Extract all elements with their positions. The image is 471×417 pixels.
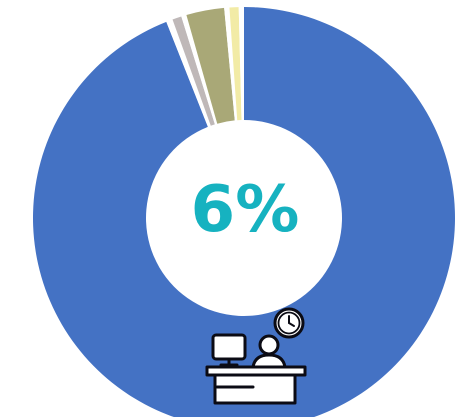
donut-slices: [33, 7, 455, 417]
donut-slice-6: [229, 7, 242, 121]
donut-slice-2: [172, 16, 215, 126]
donut-slice-7: [238, 7, 244, 121]
office-worker-desk-clock-icon: [205, 307, 307, 405]
donut-slice-1: [166, 19, 211, 127]
center-percentage-label: 6%: [190, 173, 300, 247]
donut-slice-5: [224, 7, 238, 121]
donut-slice-3: [181, 15, 218, 125]
donut-slice-0: [33, 7, 455, 417]
donut-slice-4: [186, 7, 235, 124]
